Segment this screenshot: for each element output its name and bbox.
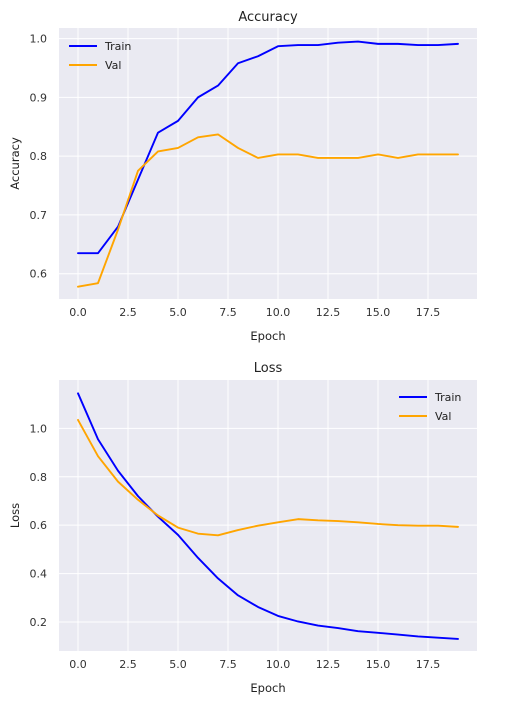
x-tick-label: 17.5 bbox=[416, 306, 441, 319]
x-axis-label: Epoch bbox=[250, 681, 285, 695]
accuracy-chart: 0.0 2.5 5.0 7.5 10.0 12.5 15.0 17.5 0.6 0.7 0.8 0.9… bbox=[8, 10, 477, 343]
y-tick-label: 0.6 bbox=[30, 519, 48, 532]
chart-title: Loss bbox=[254, 361, 283, 376]
x-tick-label: 15.0 bbox=[366, 658, 391, 671]
plot-area bbox=[59, 380, 477, 651]
loss-chart: 0.0 2.5 5.0 7.5 10.0 12.5 15.0 17.5 0.2 0.4 0.6 0.8… bbox=[8, 361, 477, 695]
plot-area bbox=[59, 28, 477, 299]
series-line-train bbox=[77, 392, 459, 640]
chart-title: Accuracy bbox=[238, 10, 298, 25]
x-tick-label: 2.5 bbox=[119, 306, 137, 319]
y-tick-label: 0.8 bbox=[30, 471, 48, 484]
x-tick-label: 12.5 bbox=[316, 658, 341, 671]
x-tick-label: 7.5 bbox=[219, 658, 237, 671]
x-tick-label: 5.0 bbox=[169, 306, 187, 319]
legend-label-val: Val bbox=[435, 410, 451, 423]
x-axis-label: Epoch bbox=[250, 329, 285, 343]
x-tick-label: 12.5 bbox=[316, 306, 341, 319]
x-tick-label: 10.0 bbox=[266, 658, 291, 671]
y-tick-label: 0.6 bbox=[30, 268, 48, 281]
x-tick-label: 5.0 bbox=[169, 658, 187, 671]
x-tick-label: 10.0 bbox=[266, 306, 291, 319]
x-tick-label: 2.5 bbox=[119, 658, 137, 671]
y-tick-label: 0.7 bbox=[30, 209, 48, 222]
x-tick-label: 15.0 bbox=[366, 306, 391, 319]
x-tick-label: 0.0 bbox=[69, 306, 87, 319]
y-tick-label: 0.8 bbox=[30, 150, 48, 163]
y-tick-label: 0.2 bbox=[30, 616, 48, 629]
legend: Train Val bbox=[399, 391, 461, 423]
y-tick-label: 0.4 bbox=[30, 568, 48, 581]
series-line-val bbox=[77, 133, 459, 288]
y-tick-label: 1.0 bbox=[30, 422, 48, 435]
x-tick-label: 7.5 bbox=[219, 306, 237, 319]
legend-label-train: Train bbox=[434, 391, 461, 404]
series-line-val bbox=[77, 418, 459, 537]
y-tick-label: 0.9 bbox=[30, 91, 48, 104]
legend-label-train: Train bbox=[104, 40, 131, 53]
x-tick-label: 17.5 bbox=[416, 658, 441, 671]
y-axis-label: Loss bbox=[8, 503, 22, 528]
legend-label-val: Val bbox=[105, 59, 121, 72]
legend: Train Val bbox=[69, 40, 131, 72]
y-tick-label: 1.0 bbox=[30, 33, 48, 46]
series-line-train bbox=[77, 40, 459, 255]
x-tick-label: 0.0 bbox=[69, 658, 87, 671]
y-axis-label: Accuracy bbox=[8, 137, 22, 190]
